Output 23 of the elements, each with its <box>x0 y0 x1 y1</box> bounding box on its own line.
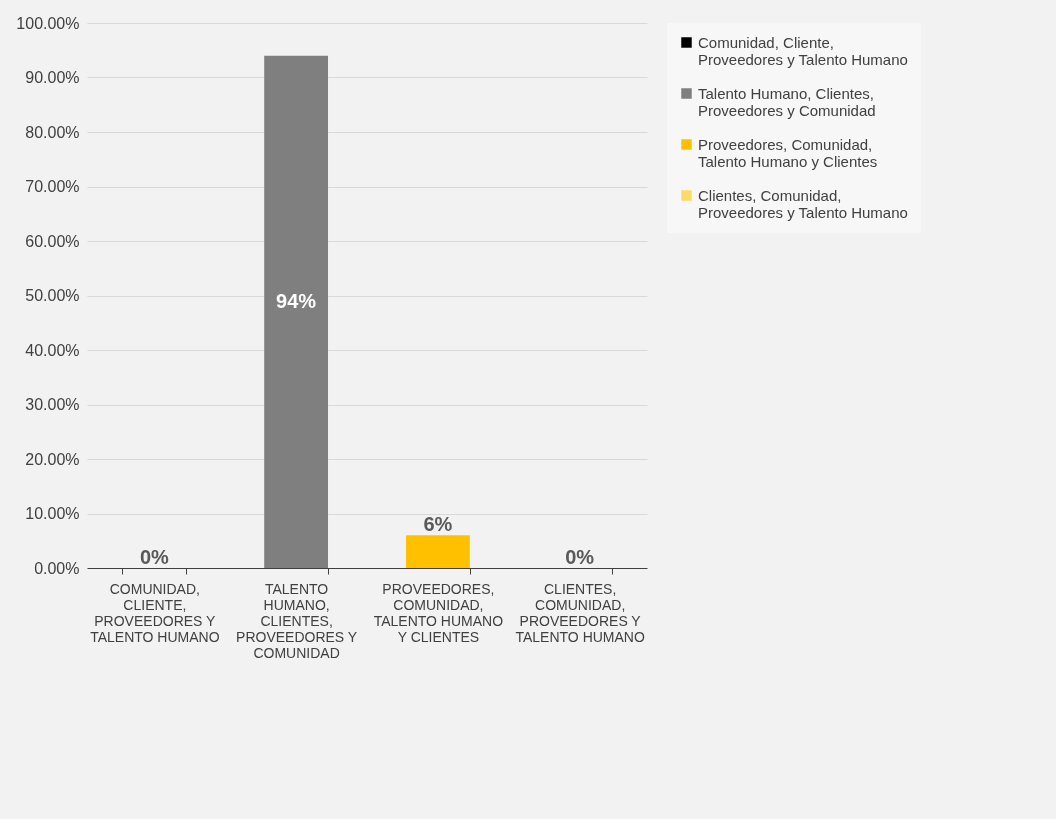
data-label: 0% <box>565 546 595 568</box>
y-tick-label: 90.00% <box>25 69 80 86</box>
y-tick-label: 20.00% <box>25 450 80 468</box>
legend-label: Talento Humano, Clientes, Proveedores y Comunidad <box>698 84 876 119</box>
y-tick-label: 70.00% <box>25 178 80 195</box>
data-label: 94% <box>276 289 317 312</box>
data-label: 6% <box>423 513 453 536</box>
x-tick-label: COMUNIDAD, CLIENTE, PROVEEDORES Y TALENTO HUMANO <box>90 580 220 645</box>
x-tick-label: CLIENTES, COMUNIDAD, PROVEEDORES Y TALENTO HUMANO <box>515 580 645 645</box>
y-tick-label: 10.00% <box>25 505 80 522</box>
y-tick-label: 100.00% <box>16 14 80 32</box>
legend-label: Proveedores, Comunidad, Talento Humano y Clientes <box>698 135 878 170</box>
y-tick-label: 30.00% <box>25 396 80 413</box>
y-tick-label: 40.00% <box>25 341 80 359</box>
y-tick-label: 60.00% <box>25 232 80 250</box>
legend-label: Clientes, Comunidad, Proveedores y Talento Humano <box>698 186 908 221</box>
y-tick-label: 0.00% <box>34 559 80 577</box>
data-label: 0% <box>139 546 170 568</box>
legend-label: Comunidad, Cliente, Proveedores y Talento Humano <box>698 33 908 68</box>
y-tick-label: 50.00% <box>25 287 80 304</box>
x-tick-label: PROVEEDORES, COMUNIDAD, TALENTO HUMANO Y CLIENTES <box>373 580 504 645</box>
y-tick-label: 80.00% <box>25 123 80 141</box>
x-tick-label: TALENTO HUMANO, CLIENTES, PROVEEDORES Y COMUNIDAD <box>236 580 358 661</box>
